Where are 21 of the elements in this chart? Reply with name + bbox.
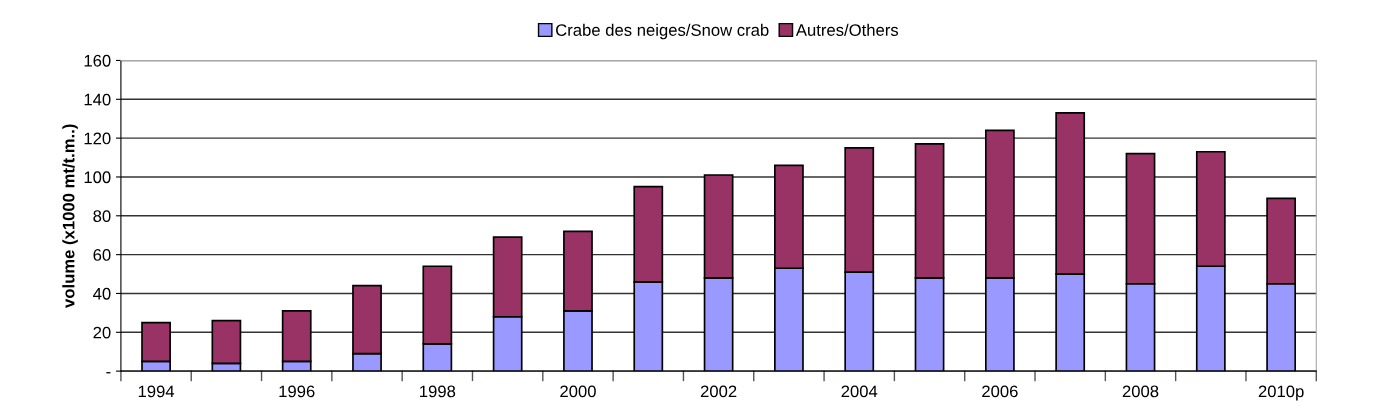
legend-label: Crabe des neiges/Snow crab bbox=[556, 23, 769, 40]
y-tick-label: 140 bbox=[84, 93, 111, 106]
y-tick-label: 60 bbox=[93, 249, 111, 261]
y-tick-label: 20 bbox=[93, 326, 111, 339]
legend-label: Autres/Others bbox=[795, 23, 899, 36]
x-tick-label: 1994 bbox=[138, 385, 175, 398]
y-tick-label: 120 bbox=[84, 132, 111, 145]
x-tick-label: 2010p bbox=[1258, 385, 1304, 401]
y-axis-title: volume (x1000 mt/t.m..) bbox=[62, 124, 78, 308]
y-tick-label: - bbox=[106, 372, 111, 374]
x-tick-label: 2004 bbox=[841, 385, 878, 398]
y-tick-label: 100 bbox=[84, 171, 111, 184]
x-tick-label: 2006 bbox=[982, 385, 1018, 398]
x-tick-label: 1998 bbox=[420, 385, 456, 398]
x-tick-label: 2008 bbox=[1122, 385, 1159, 398]
y-tick-label: 40 bbox=[93, 287, 111, 300]
y-tick-label: 160 bbox=[84, 54, 111, 67]
y-tick-label: 80 bbox=[93, 210, 111, 222]
x-tick-label: 1996 bbox=[279, 385, 315, 398]
x-tick-label: 2000 bbox=[560, 385, 596, 398]
x-tick-label: 2002 bbox=[700, 385, 737, 398]
